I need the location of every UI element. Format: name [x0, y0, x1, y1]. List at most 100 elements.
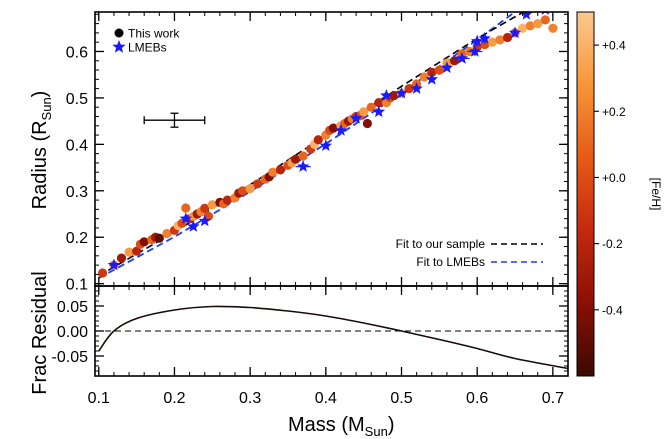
colorbar-tick-label: +0.2 — [602, 105, 626, 119]
lmeb-star — [471, 34, 484, 47]
this-work-point — [200, 203, 210, 213]
this-work-point — [132, 246, 142, 256]
this-work-point — [389, 91, 399, 101]
this-work-point — [162, 228, 172, 239]
this-work-point — [181, 203, 191, 213]
lmeb-star — [107, 258, 121, 271]
y-axis-label-radius: Radius (RSun) — [29, 91, 54, 210]
this-work-point — [116, 253, 127, 263]
lmeb-star — [198, 214, 211, 227]
lmeb-point — [508, 26, 522, 39]
this-work-point — [362, 118, 372, 129]
lmeb-point — [425, 72, 438, 85]
this-work-point — [291, 154, 301, 164]
lmeb-point — [471, 34, 484, 47]
x-tick-label: 0.1 — [88, 390, 110, 407]
this-work-point — [487, 37, 497, 47]
this-work-point — [253, 179, 263, 189]
legend-this-work-label: This work — [128, 27, 180, 41]
lmeb-star — [425, 72, 438, 85]
x-tick-label: 0.7 — [542, 390, 564, 407]
lmeb-point — [107, 258, 121, 271]
this-work-point — [238, 186, 248, 196]
this-work-point — [525, 21, 535, 31]
this-work-point — [222, 195, 232, 205]
y-tick-label-top: 0.3 — [66, 184, 88, 201]
y-axis-label-residual: Frac Residual — [29, 271, 51, 394]
lmeb-point — [380, 89, 393, 101]
lmeb-star — [395, 86, 408, 99]
lmeb-star — [455, 51, 469, 64]
lmeb-star — [187, 220, 200, 232]
colorbar-gradient — [576, 11, 595, 377]
this-work-point — [245, 183, 255, 194]
lmeb-point — [179, 212, 192, 224]
legend-lmebs-marker — [112, 40, 126, 53]
colorbar-tick-label: +0.0 — [602, 171, 626, 185]
colorbar-tick-label: -0.4 — [602, 303, 623, 317]
lmeb-star — [410, 82, 423, 94]
colorbar-label: [Fe/H] — [649, 178, 663, 211]
lmeb-point — [349, 111, 363, 124]
fit-legend-lmebs-label: Fit to LMEBs — [416, 255, 485, 269]
lmeb-point — [395, 86, 408, 99]
this-work-point — [328, 123, 338, 133]
legend-this-work-marker — [114, 28, 124, 38]
lmeb-point — [520, 12, 533, 20]
this-work-point — [419, 72, 429, 82]
lmeb-point — [187, 220, 200, 232]
this-work-point — [98, 268, 108, 278]
this-work-point — [495, 35, 505, 45]
radius-panel: This work LMEBs Fit to our sample Fit to… — [94, 11, 569, 287]
this-work-point — [268, 167, 278, 177]
this-work-point — [404, 84, 414, 94]
lmeb-point — [440, 61, 454, 73]
this-work-point — [548, 23, 558, 33]
this-work-point — [154, 233, 164, 243]
this-work-point — [518, 23, 528, 33]
x-axis-label: Mass (MSun) — [288, 414, 394, 439]
y-tick-label-top: 0.1 — [66, 277, 88, 294]
x-tick-label: 0.4 — [315, 390, 337, 407]
lmeb-point — [478, 32, 491, 45]
lmeb-star — [349, 111, 363, 124]
lmeb-star — [372, 105, 385, 118]
this-work-point — [374, 98, 384, 108]
y-tick-label-top: 0.6 — [66, 44, 88, 61]
legend-lmebs-label: LMEBs — [128, 41, 167, 55]
lmeb-star — [319, 139, 332, 151]
fit-legend-our-sample-label: Fit to our sample — [396, 237, 486, 251]
residual-panel — [94, 285, 569, 377]
lmeb-point — [372, 105, 385, 118]
lmeb-point — [454, 51, 470, 64]
colorbar: +0.4 +0.2 +0.0 -0.2 -0.4 [Fe/H] — [576, 11, 663, 377]
this-work-point — [502, 32, 513, 43]
this-work-point — [533, 19, 543, 29]
lmeb-star — [296, 160, 310, 172]
this-work-point — [434, 65, 444, 75]
lmeb-point — [334, 123, 348, 136]
this-work-point — [366, 102, 376, 112]
lmeb-star — [440, 61, 454, 73]
residual-curve — [98, 305, 568, 370]
y-tick-label-bottom: -0.05 — [52, 349, 89, 366]
x-tick-label: 0.2 — [163, 390, 185, 407]
lmeb-star — [179, 212, 192, 224]
x-tick-label: 0.6 — [466, 390, 488, 407]
lmeb-point — [410, 82, 423, 94]
colorbar-tick-label: -0.2 — [602, 237, 623, 251]
lmeb-point — [198, 214, 211, 227]
x-tick-label: 0.5 — [390, 390, 412, 407]
lmeb-star — [334, 123, 348, 136]
lmeb-star — [508, 26, 522, 39]
legend: This work LMEBs — [112, 27, 180, 55]
this-work-point — [313, 135, 323, 145]
lmeb-point — [295, 160, 311, 172]
x-tick-label: 0.3 — [239, 390, 261, 407]
lmeb-star — [478, 32, 491, 44]
y-tick-label-top: 0.2 — [66, 230, 88, 247]
fit-legend: Fit to our sample Fit to LMEBs — [396, 237, 543, 269]
lmeb-star — [380, 89, 393, 101]
this-work-point — [540, 15, 550, 25]
